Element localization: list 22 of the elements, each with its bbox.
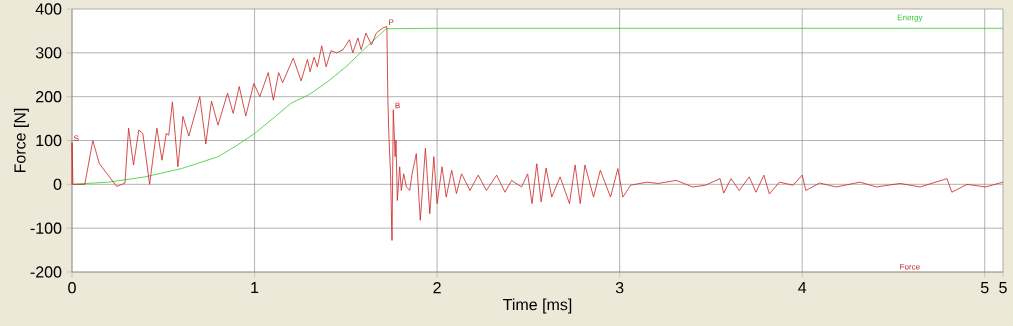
y-tick-label: -200 [30,266,62,278]
y-tick-label: 300 [35,47,62,59]
line-series [71,26,1004,241]
y-tick-label: 400 [35,3,62,15]
y-tick-label: -100 [30,222,62,234]
y-tick-label: 100 [36,134,62,147]
y-axis-title: Force [N] [13,108,29,173]
annotation: P [389,19,394,25]
y-tick-label: 200 [36,91,62,103]
x-tick-label: 2 [433,282,441,294]
x-tick-label: 5 [999,282,1007,294]
annotation: B [395,102,400,109]
x-tick-label: 4 [798,282,807,294]
annotation: S [73,135,79,142]
text: Force [900,263,920,270]
x-tick-label: 3 [615,282,624,294]
x-tick-label: 0 [68,282,76,294]
x-axis-title: Time [ms] [503,298,572,314]
y-tick-label: 0 [53,178,62,190]
x-tick-label: 5 [980,282,989,294]
x-tick-label: 1 [251,282,259,294]
series-label: Energy [897,14,923,22]
